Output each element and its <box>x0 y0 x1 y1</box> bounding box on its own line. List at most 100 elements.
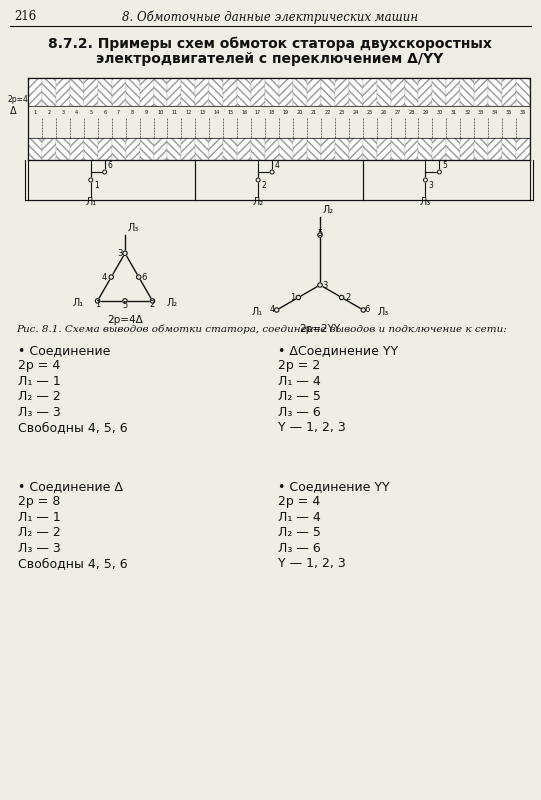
Text: Свободны 4, 5, 6: Свободны 4, 5, 6 <box>18 558 128 570</box>
Circle shape <box>95 298 100 303</box>
Bar <box>111 78 126 106</box>
Bar <box>321 78 335 106</box>
Text: 1: 1 <box>94 181 98 190</box>
Bar <box>362 138 377 160</box>
Bar <box>237 78 251 106</box>
Text: 28: 28 <box>408 110 414 115</box>
Text: Л₁ — 4: Л₁ — 4 <box>278 511 321 524</box>
Text: 33: 33 <box>478 110 484 115</box>
Bar <box>502 78 516 106</box>
Text: 5: 5 <box>89 110 93 115</box>
Text: 6: 6 <box>103 110 106 115</box>
Bar <box>307 78 321 106</box>
Text: 5: 5 <box>318 230 322 238</box>
Text: 8. Обмоточные данные электрических машин: 8. Обмоточные данные электрических машин <box>122 10 418 24</box>
Text: Y — 1, 2, 3: Y — 1, 2, 3 <box>278 422 346 434</box>
Circle shape <box>296 295 301 300</box>
Bar <box>28 138 42 160</box>
Text: 23: 23 <box>339 110 345 115</box>
Bar <box>377 78 391 106</box>
Text: 24: 24 <box>353 110 359 115</box>
Text: Л₂ — 5: Л₂ — 5 <box>278 526 321 539</box>
Bar <box>84 78 98 106</box>
Bar <box>460 78 474 106</box>
Text: 20: 20 <box>297 110 303 115</box>
Text: Л₁: Л₁ <box>252 307 263 317</box>
Bar <box>432 138 446 160</box>
Text: 8.7.2. Примеры схем обмоток статора двухскоростных: 8.7.2. Примеры схем обмоток статора двух… <box>48 37 492 51</box>
Bar <box>293 138 307 160</box>
Text: 2p = 2: 2p = 2 <box>278 359 320 373</box>
Circle shape <box>89 178 93 182</box>
Bar <box>446 138 460 160</box>
Text: 11: 11 <box>171 110 177 115</box>
Circle shape <box>424 178 427 182</box>
Bar <box>391 138 405 160</box>
Bar <box>516 138 530 160</box>
Bar <box>237 138 251 160</box>
Bar <box>223 138 237 160</box>
Text: 2: 2 <box>345 293 350 302</box>
Bar <box>502 138 516 160</box>
Text: 13: 13 <box>199 110 206 115</box>
Text: 22: 22 <box>325 110 331 115</box>
Bar <box>349 78 362 106</box>
Bar <box>195 138 209 160</box>
Bar <box>307 138 321 160</box>
Text: Свободны 4, 5, 6: Свободны 4, 5, 6 <box>18 422 128 434</box>
Bar <box>111 138 126 160</box>
Circle shape <box>103 170 107 174</box>
Text: Л₃: Л₃ <box>128 223 139 234</box>
Text: Л₂: Л₂ <box>323 205 334 215</box>
Bar <box>154 78 168 106</box>
Text: 4: 4 <box>270 306 275 314</box>
Circle shape <box>109 275 114 279</box>
Text: 1: 1 <box>95 300 100 310</box>
Text: Рис. 8.1. Схема выводов обмотки статора, соединение выводов и подключение к сети: Рис. 8.1. Схема выводов обмотки статора,… <box>16 325 507 334</box>
Text: 6: 6 <box>108 161 113 170</box>
Bar <box>42 138 56 160</box>
Bar <box>474 138 488 160</box>
Text: Л₃: Л₃ <box>420 197 431 207</box>
Text: 6: 6 <box>141 273 147 282</box>
Text: 30: 30 <box>436 110 443 115</box>
Text: 6: 6 <box>365 306 370 314</box>
Bar <box>265 78 279 106</box>
Bar <box>460 138 474 160</box>
Text: • Соединение YY: • Соединение YY <box>278 480 390 493</box>
Bar <box>391 78 405 106</box>
Bar <box>335 78 349 106</box>
Text: электродвигателей с переключением Δ/YY: электродвигателей с переключением Δ/YY <box>96 52 444 66</box>
Text: 2: 2 <box>261 181 266 190</box>
Bar <box>362 78 377 106</box>
Circle shape <box>361 308 366 312</box>
Bar <box>126 78 140 106</box>
Bar <box>474 78 488 106</box>
Bar <box>251 138 265 160</box>
Text: 216: 216 <box>14 10 36 23</box>
Text: Л₃ — 6: Л₃ — 6 <box>278 542 321 555</box>
Bar <box>168 78 181 106</box>
Circle shape <box>274 308 279 312</box>
Text: 4: 4 <box>102 273 107 282</box>
Text: • ΔСоединение YY: • ΔСоединение YY <box>278 344 398 357</box>
Bar <box>223 78 237 106</box>
Bar <box>418 138 432 160</box>
Bar <box>84 138 98 160</box>
Bar <box>181 78 195 106</box>
Text: 9: 9 <box>145 110 148 115</box>
Text: 36: 36 <box>520 110 526 115</box>
Text: 15: 15 <box>227 110 233 115</box>
Bar <box>265 138 279 160</box>
Text: 14: 14 <box>213 110 219 115</box>
Bar <box>279 78 293 106</box>
Bar <box>279 138 293 160</box>
Circle shape <box>339 295 344 300</box>
Circle shape <box>437 170 441 174</box>
Text: Y — 1, 2, 3: Y — 1, 2, 3 <box>278 558 346 570</box>
Text: Л₂: Л₂ <box>253 197 263 207</box>
Text: 4: 4 <box>75 110 78 115</box>
Text: 26: 26 <box>380 110 387 115</box>
Bar <box>70 138 84 160</box>
Bar <box>209 78 223 106</box>
